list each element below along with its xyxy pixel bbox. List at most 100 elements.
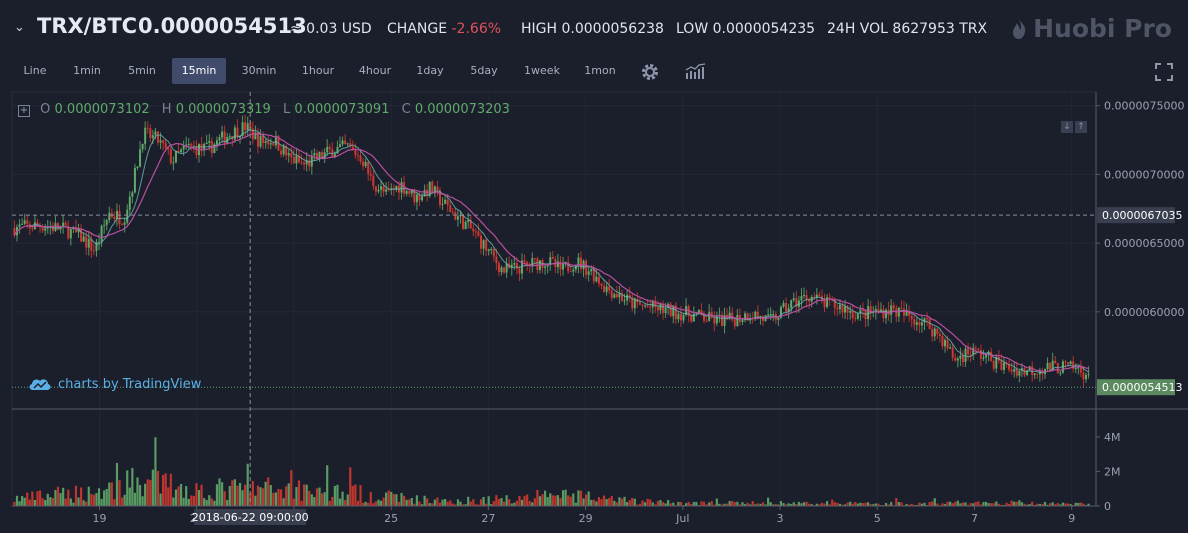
tf-1min[interactable]: 1min [73, 64, 101, 77]
volume-bar [85, 501, 88, 506]
candle-body [474, 231, 477, 233]
volume-tick-label: 2M [1104, 465, 1121, 478]
scale-down-icon[interactable]: ↓ [1061, 121, 1073, 133]
volume-bar [961, 502, 965, 506]
candle-body [485, 239, 488, 251]
chart-axes: 0.00000750000.00000700000.00000650000.00… [12, 92, 1188, 525]
volume-bar [872, 504, 875, 506]
volume-bar [913, 504, 916, 506]
tf-1mon[interactable]: 1mon [584, 64, 616, 77]
candle-body [805, 294, 808, 300]
volume-bar [628, 500, 631, 506]
candle-body [428, 181, 431, 196]
candle-body [851, 311, 854, 319]
candle-body [267, 140, 270, 145]
tf-1hour[interactable]: 1hour [301, 64, 335, 77]
volume-bar [602, 495, 606, 506]
volume-bar [323, 492, 326, 506]
candle-body [433, 186, 436, 194]
low-value: 0.0000054235 [712, 21, 816, 37]
volume-bar [577, 490, 580, 506]
price-chart[interactable]: 0.00000750000.00000700000.00000650000.00… [0, 88, 1188, 533]
volume-bar [623, 496, 626, 506]
volume-bar [728, 500, 731, 506]
candle-body [915, 322, 918, 325]
last-price-label: 0.0000054513 [1102, 381, 1182, 394]
candle-body [421, 196, 424, 201]
candle-body [208, 141, 211, 143]
candle-body [280, 150, 283, 155]
volume-bar [121, 497, 124, 506]
candle-body [292, 157, 295, 164]
tf-4hour[interactable]: 4hour [358, 64, 392, 77]
candle-body [908, 310, 911, 316]
volume-bar [933, 498, 936, 506]
candle-body [59, 226, 62, 230]
volume-bar [554, 495, 557, 506]
candle-body [21, 223, 24, 225]
volume-bar [684, 503, 688, 506]
tf-1week[interactable]: 1week [524, 64, 560, 77]
volume-bar [238, 482, 242, 506]
fullscreen-icon[interactable] [1154, 62, 1174, 82]
tf-5day[interactable]: 5day [470, 64, 498, 77]
chevron-down-icon[interactable]: ⌄ [14, 20, 25, 35]
volume-bar [931, 501, 934, 506]
candle-body [972, 347, 975, 355]
volume-bar [749, 504, 752, 506]
candle-body [631, 297, 634, 309]
tradingview-watermark[interactable]: charts by TradingView [28, 377, 201, 392]
candle-body [482, 239, 485, 249]
pair-name[interactable]: TRX/BTC [37, 14, 138, 38]
candle-body [92, 250, 95, 252]
volume-bar [702, 501, 706, 506]
candle-body [649, 306, 652, 308]
volume-bar [162, 474, 165, 506]
candle-body [979, 350, 982, 359]
tf-line[interactable]: Line [23, 64, 47, 77]
volume-bar [802, 502, 806, 506]
collapse-icon[interactable]: + [18, 105, 30, 117]
candle-body [969, 354, 972, 356]
volume-bar [205, 499, 208, 506]
volume-bar [477, 504, 480, 506]
candle-body [1015, 368, 1018, 376]
volume-bar [854, 501, 857, 506]
volume-bar [1051, 502, 1054, 506]
volume-bar [33, 499, 37, 506]
volume-bar [592, 499, 595, 506]
volume-bar [1015, 501, 1018, 506]
candle-body [913, 319, 916, 325]
candle-body [669, 303, 672, 317]
volume-bar [895, 498, 898, 506]
candle-body [223, 131, 226, 144]
volume-bar [636, 504, 639, 506]
high-value: 0.0000056238 [561, 21, 664, 37]
volume-bar [26, 492, 29, 506]
tf-30min[interactable]: 30min [241, 64, 277, 77]
candle-body [300, 162, 303, 164]
volume-bar [954, 501, 957, 506]
candle-body [736, 314, 739, 327]
volume-bar [1082, 503, 1085, 506]
tf-5min[interactable]: 5min [128, 64, 156, 77]
candle-body [377, 189, 380, 192]
indicators-icon[interactable] [685, 63, 707, 79]
candle-body [54, 223, 57, 232]
candle-body [187, 144, 190, 146]
volume-bar [833, 502, 836, 506]
volume-bar [69, 498, 72, 506]
candle-body [95, 241, 98, 251]
crosshair-time-label: 2018-06-22 09:00:00 [192, 511, 309, 524]
gear-icon[interactable] [640, 62, 660, 82]
volume-bar [174, 489, 178, 506]
volume-bar [1028, 504, 1031, 506]
volume-bar [590, 499, 593, 506]
volume-bar [605, 499, 608, 506]
candle-body [841, 304, 844, 313]
tf-15min[interactable]: 15min [172, 58, 226, 84]
flame-icon [1013, 19, 1026, 39]
tf-1day[interactable]: 1day [416, 64, 444, 77]
candle-body [544, 266, 547, 268]
scale-up-icon[interactable]: ↑ [1075, 121, 1087, 133]
